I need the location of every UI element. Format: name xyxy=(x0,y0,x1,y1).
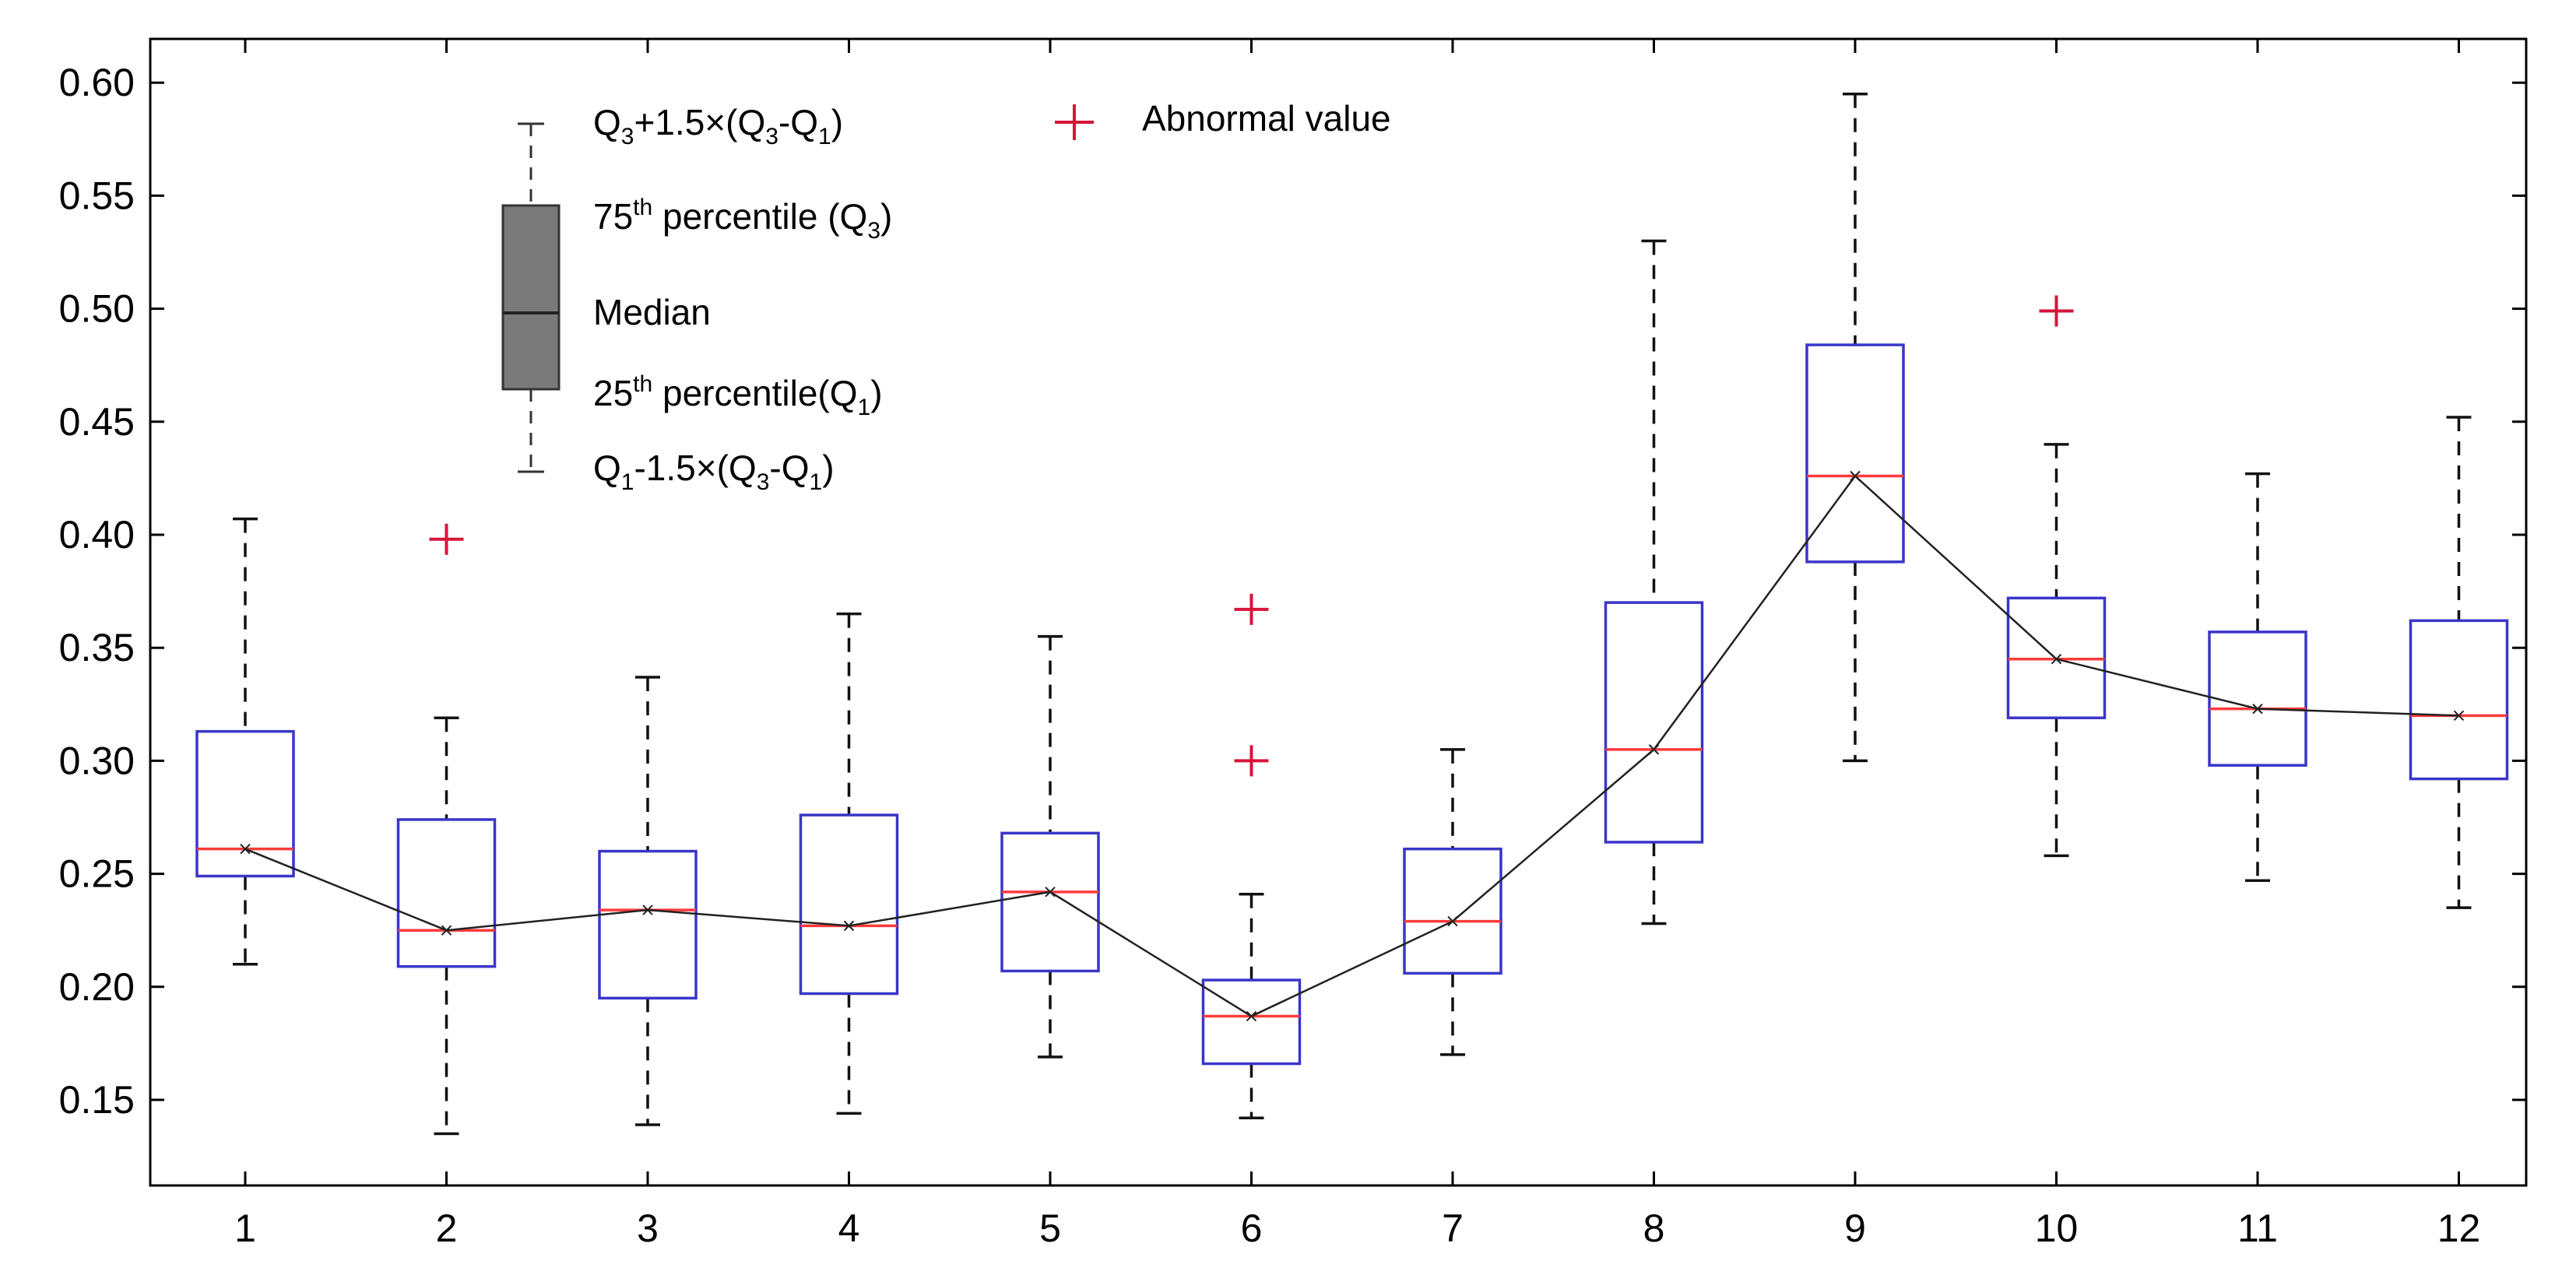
median-trend-line xyxy=(244,474,2459,1017)
legend-q3-label: 75th percentile (Q3) xyxy=(593,195,892,244)
box-group xyxy=(1805,92,1905,763)
outlier-point xyxy=(2039,295,2074,327)
legend: Q3+1.5×(Q3-Q1) 75th percentile (Q3) Medi… xyxy=(501,98,1391,495)
y-tick-label: 0.15 xyxy=(59,1078,135,1122)
median-trend-marker xyxy=(2453,710,2465,722)
box-group xyxy=(1201,593,1302,1119)
y-tick-label: 0.55 xyxy=(59,174,135,217)
iqr-box xyxy=(1201,978,1302,1066)
median-trend-marker xyxy=(2252,703,2263,715)
y-tick-label: 0.20 xyxy=(59,965,135,1009)
median-trend-marker xyxy=(1045,887,1056,897)
median-trend-marker xyxy=(1648,744,1660,755)
legend-outlier-label: Abnormal value xyxy=(1142,98,1391,139)
box-group xyxy=(2208,472,2307,883)
x-tick-label: 10 xyxy=(2035,1206,2079,1250)
iqr-box xyxy=(1805,343,1905,564)
iqr-box xyxy=(2409,619,2509,781)
boxes xyxy=(195,92,2509,1136)
iqr-box xyxy=(396,818,497,968)
median-trend-marker xyxy=(1850,470,1861,482)
outlier-point xyxy=(429,523,464,555)
x-tick-label: 6 xyxy=(1241,1206,1263,1250)
x-tick-label: 2 xyxy=(436,1206,458,1250)
y-tick-label: 0.60 xyxy=(59,61,135,104)
legend-outlier-plus-icon xyxy=(1055,104,1094,140)
y-tick-label: 0.45 xyxy=(59,400,135,444)
box-group xyxy=(2409,416,2509,909)
median-trend-marker xyxy=(2051,654,2062,665)
median-trend-marker xyxy=(1447,915,1458,927)
iqr-box xyxy=(195,729,295,878)
x-tick-label: 8 xyxy=(1643,1206,1665,1250)
legend-lower-whisker-label: Q1-1.5×(Q3-Q1) xyxy=(593,448,835,495)
plot-area: 0.15 0.20 0.25 0.30 0.35 0.40 0.45 0.50 0.55 0.60… xyxy=(59,37,2528,1250)
y-tick-label: 0.30 xyxy=(59,739,135,782)
y-tick-label: 0.25 xyxy=(59,852,135,896)
legend-box xyxy=(501,204,561,391)
x-tick-label: 1 xyxy=(234,1206,256,1250)
y-tick-label: 0.35 xyxy=(59,626,135,669)
y-axis: 0.15 0.20 0.25 0.30 0.35 0.40 0.45 0.50 0.55 0.60 xyxy=(59,61,2526,1122)
outlier-point xyxy=(1234,745,1269,777)
legend-q1-label: 25th percentile(Q1) xyxy=(593,371,883,420)
box-group xyxy=(799,612,899,1115)
x-tick-label: 5 xyxy=(1039,1206,1061,1250)
iqr-box xyxy=(1604,601,1704,844)
box-group xyxy=(1000,634,1100,1059)
x-tick-label: 11 xyxy=(2237,1206,2278,1250)
x-tick-label: 4 xyxy=(838,1206,860,1250)
median-trend-line-group xyxy=(240,470,2465,1022)
y-tick-label: 0.40 xyxy=(59,513,135,557)
legend-upper-whisker-label: Q3+1.5×(Q3-Q1) xyxy=(593,102,843,149)
x-tick-label: 9 xyxy=(1844,1206,1866,1250)
x-tick-label: 12 xyxy=(2437,1206,2481,1250)
median-trend-marker xyxy=(441,925,452,936)
x-tick-label: 7 xyxy=(1442,1206,1464,1250)
iqr-box xyxy=(2208,630,2307,767)
median-trend-marker xyxy=(1246,1010,1257,1022)
x-axis: 1 2 3 4 5 6 7 8 9 10 11 12 xyxy=(234,39,2480,1250)
box-group xyxy=(396,523,497,1136)
box-group xyxy=(2006,295,2107,858)
iqr-box xyxy=(1000,831,1100,973)
iqr-box xyxy=(799,813,899,996)
iqr-box xyxy=(598,849,698,1000)
outlier-point xyxy=(1234,593,1269,625)
box-group xyxy=(598,676,698,1126)
legend-median-label: Median xyxy=(593,292,711,332)
median-trend-marker xyxy=(843,920,855,932)
box-group xyxy=(1403,748,1502,1056)
iqr-box xyxy=(1403,847,1502,975)
x-tick-label: 3 xyxy=(637,1206,659,1250)
median-trend-marker xyxy=(642,904,653,915)
box-group xyxy=(1604,239,1704,925)
median-trend-marker xyxy=(240,843,251,855)
y-tick-label: 0.50 xyxy=(59,287,135,331)
